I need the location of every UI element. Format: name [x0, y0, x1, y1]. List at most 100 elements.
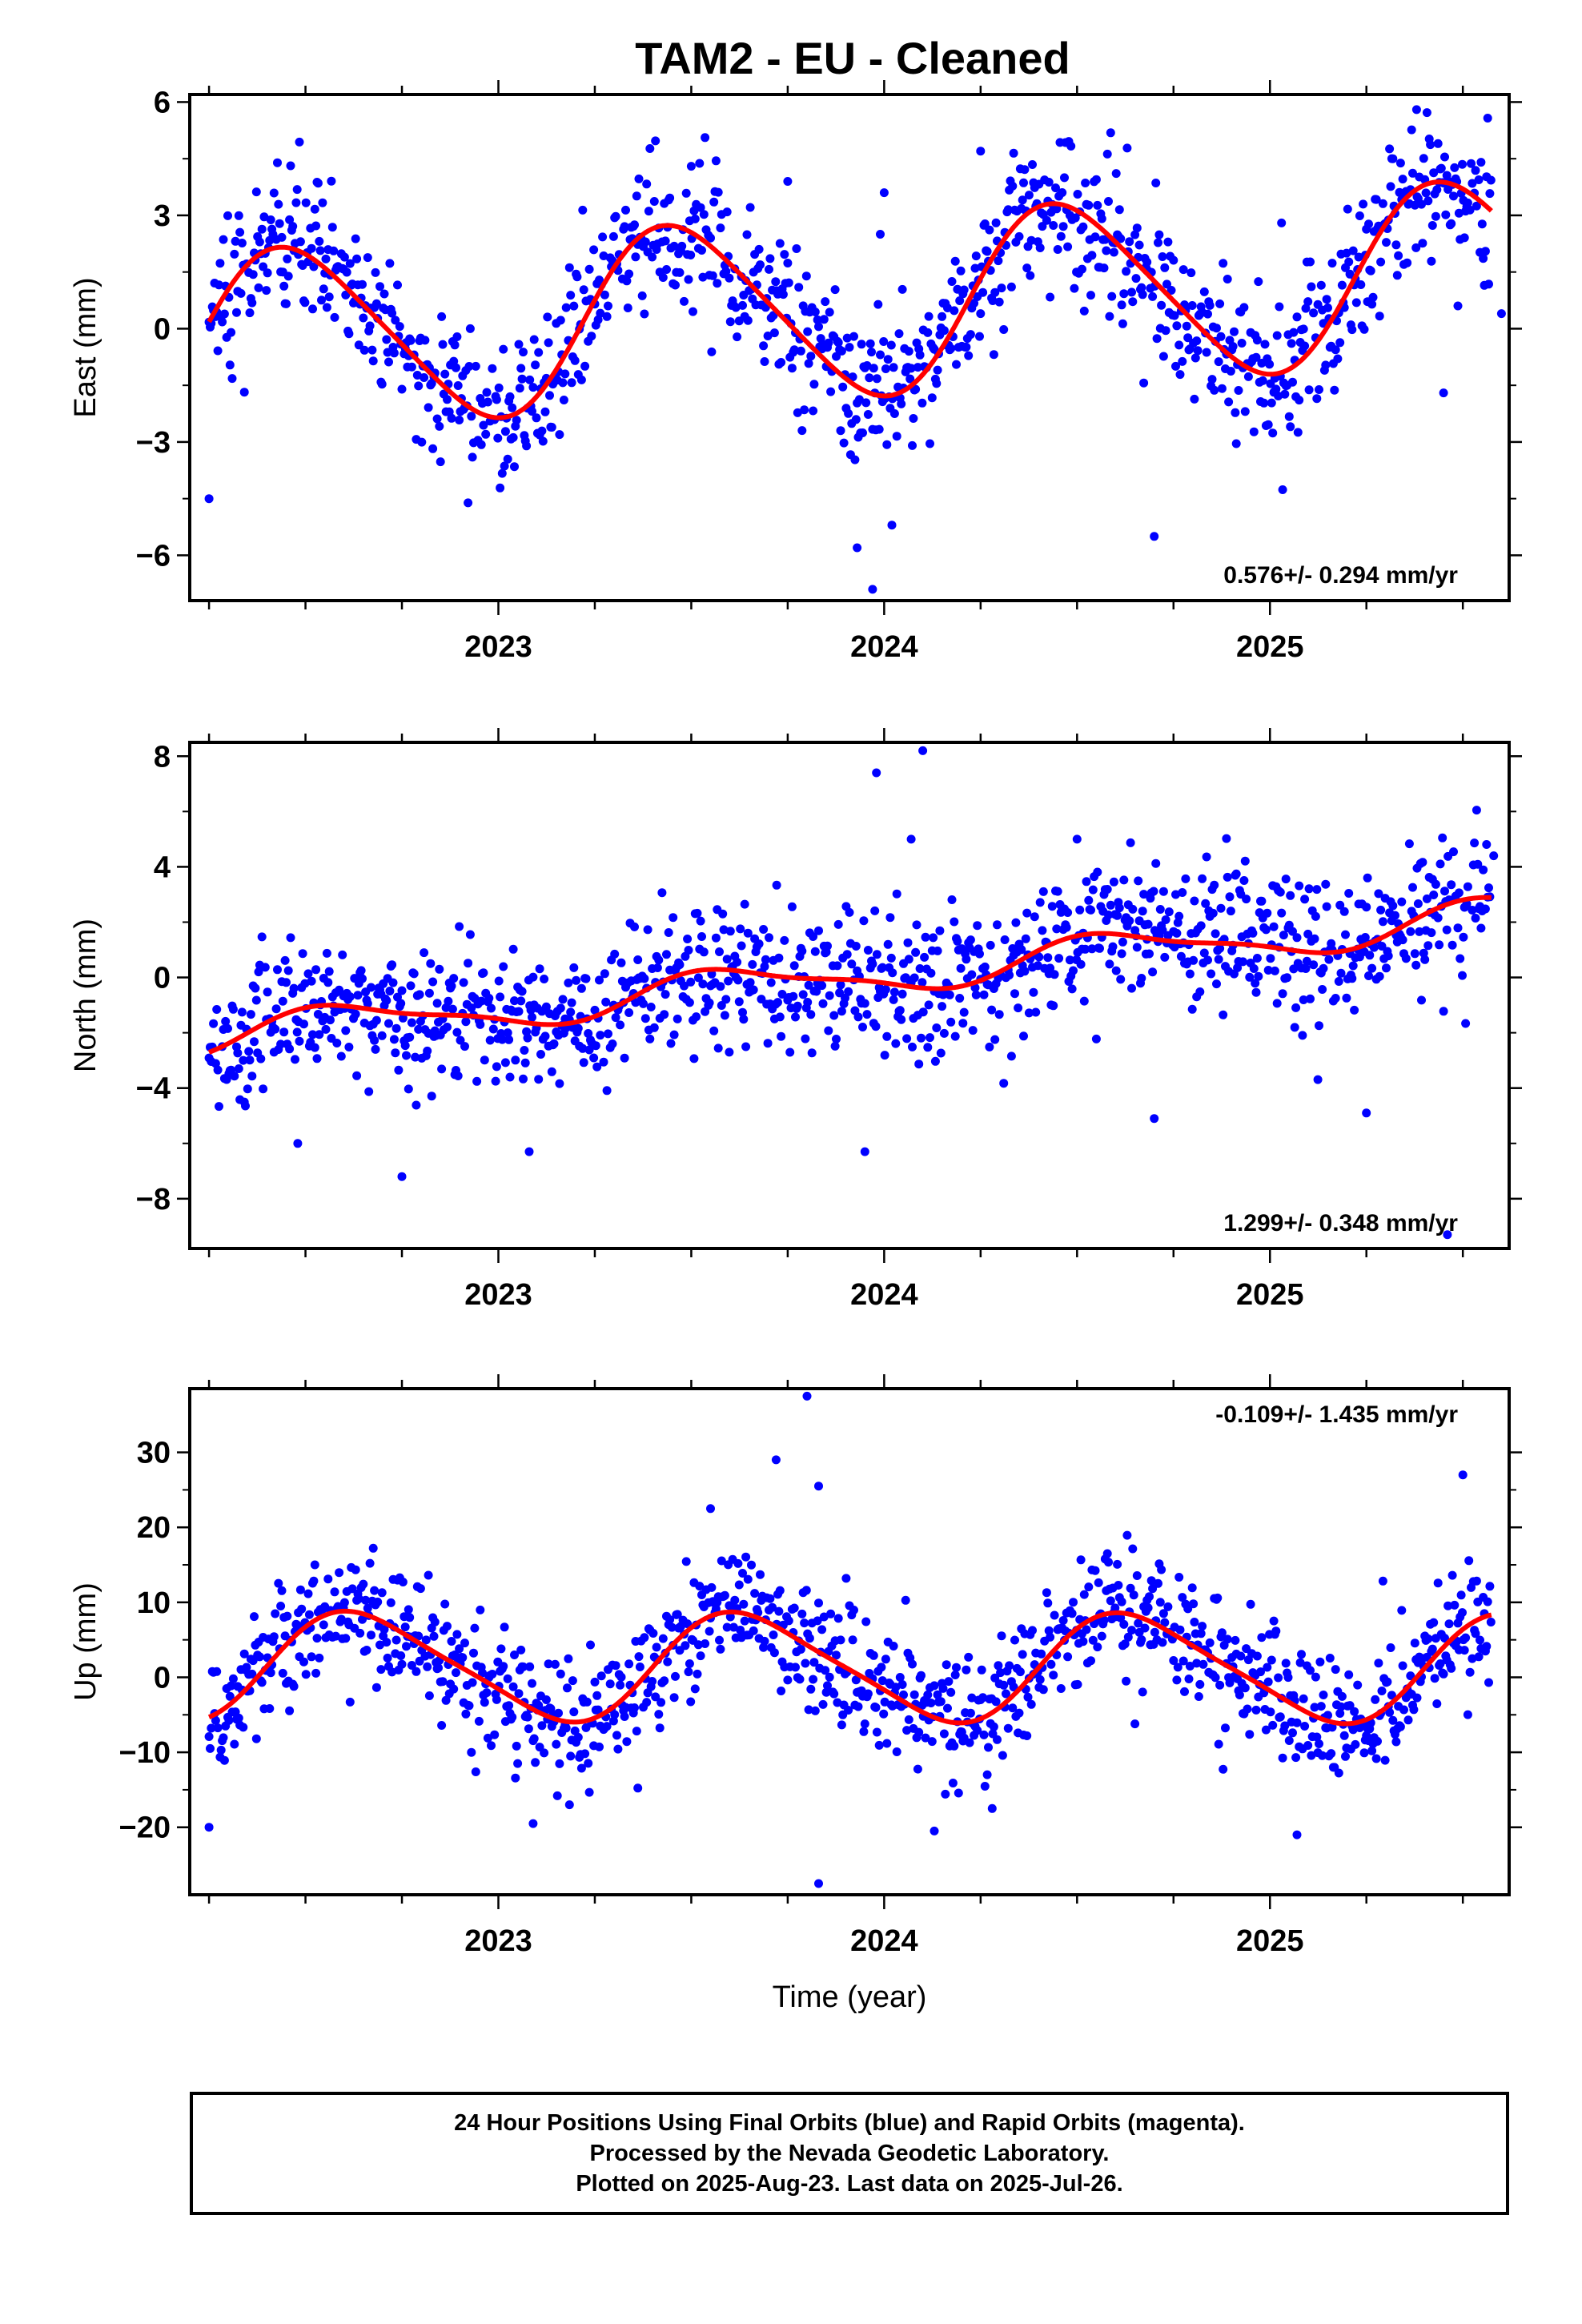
- data-point: [1261, 1725, 1271, 1735]
- data-point: [777, 990, 787, 999]
- data-point: [1275, 887, 1285, 897]
- outlier-point: [868, 585, 877, 594]
- data-point: [837, 346, 846, 356]
- data-point: [1312, 885, 1322, 895]
- data-point: [1104, 1558, 1113, 1567]
- data-point: [1409, 1705, 1419, 1715]
- data-point: [640, 974, 649, 983]
- data-point: [1082, 1625, 1091, 1634]
- data-point: [1010, 1635, 1019, 1645]
- data-point: [754, 244, 764, 254]
- data-point: [404, 1605, 413, 1614]
- data-point: [322, 948, 331, 958]
- data-point: [1190, 394, 1199, 404]
- data-point: [371, 1683, 381, 1692]
- data-point: [1420, 955, 1430, 964]
- data-point: [872, 1727, 881, 1737]
- data-point: [559, 396, 568, 404]
- data-point: [277, 1586, 287, 1595]
- data-point: [933, 1690, 942, 1699]
- data-point: [1207, 969, 1216, 979]
- data-point: [520, 1046, 529, 1055]
- data-point: [948, 1779, 958, 1787]
- data-point: [543, 312, 552, 322]
- data-point: [385, 987, 395, 995]
- data-point: [1178, 265, 1188, 275]
- data-point: [364, 1087, 374, 1096]
- data-point: [889, 995, 898, 1004]
- data-point: [1301, 964, 1311, 973]
- data-point: [555, 430, 564, 440]
- data-point: [1198, 874, 1207, 883]
- data-point: [1351, 298, 1361, 308]
- east-ylabel: East (mm): [69, 277, 102, 417]
- data-point: [666, 1039, 676, 1048]
- data-point: [307, 1652, 316, 1662]
- data-point: [1266, 1707, 1275, 1717]
- data-point: [745, 203, 755, 212]
- data-point: [1078, 1637, 1088, 1647]
- data-point: [500, 1058, 510, 1068]
- data-point: [476, 996, 486, 1006]
- data-point: [883, 939, 893, 949]
- data-point: [255, 1652, 264, 1662]
- data-point: [579, 285, 588, 295]
- data-point: [1263, 1663, 1272, 1672]
- data-point: [1391, 911, 1399, 920]
- data-point: [1292, 312, 1302, 322]
- data-point: [312, 1634, 322, 1643]
- data-point: [616, 1020, 625, 1030]
- data-point: [1011, 918, 1021, 927]
- outlier-point: [814, 1879, 823, 1888]
- data-point: [291, 1055, 299, 1064]
- data-point: [705, 1626, 714, 1636]
- data-point: [1474, 1652, 1484, 1662]
- data-point: [1408, 168, 1417, 178]
- data-point: [1251, 1705, 1261, 1715]
- data-point: [285, 1706, 295, 1715]
- data-point: [1111, 966, 1121, 975]
- data-point: [1002, 1689, 1010, 1699]
- data-point: [1175, 370, 1185, 380]
- data-point: [1194, 1692, 1203, 1701]
- data-point: [862, 361, 872, 370]
- data-point: [1275, 1712, 1285, 1722]
- data-point: [428, 977, 438, 987]
- data-point: [351, 234, 360, 243]
- data-point: [1427, 1644, 1437, 1654]
- data-point: [1392, 271, 1402, 280]
- data-point: [881, 1655, 890, 1664]
- data-point: [242, 1663, 251, 1672]
- data-point: [1483, 1597, 1492, 1606]
- data-point: [263, 268, 272, 278]
- data-point: [1128, 1544, 1138, 1554]
- data-point: [1123, 1632, 1133, 1642]
- data-point: [1413, 899, 1423, 908]
- data-point: [452, 363, 460, 372]
- data-point: [717, 1001, 726, 1010]
- data-point: [1199, 1659, 1208, 1669]
- data-point: [1008, 181, 1018, 191]
- data-point: [775, 1012, 785, 1022]
- data-point: [1211, 1673, 1220, 1683]
- data-point: [540, 975, 549, 983]
- data-point: [1482, 840, 1492, 849]
- data-point: [813, 315, 822, 324]
- data-point: [1306, 994, 1315, 1003]
- footer-box: 24 Hour Positions Using Final Orbits (bl…: [190, 2092, 1509, 2215]
- data-point: [689, 307, 697, 316]
- data-point: [690, 214, 700, 223]
- data-point: [215, 1102, 223, 1112]
- data-point: [1226, 367, 1235, 376]
- data-point: [868, 959, 877, 969]
- data-point: [292, 1027, 302, 1037]
- data-point: [1378, 199, 1387, 208]
- data-point: [917, 978, 927, 987]
- data-point: [630, 922, 639, 931]
- data-point: [599, 1057, 608, 1067]
- data-point: [947, 895, 957, 904]
- data-point: [791, 1663, 800, 1672]
- data-point: [566, 1007, 576, 1017]
- data-point: [1306, 1666, 1315, 1675]
- data-point: [715, 1635, 724, 1645]
